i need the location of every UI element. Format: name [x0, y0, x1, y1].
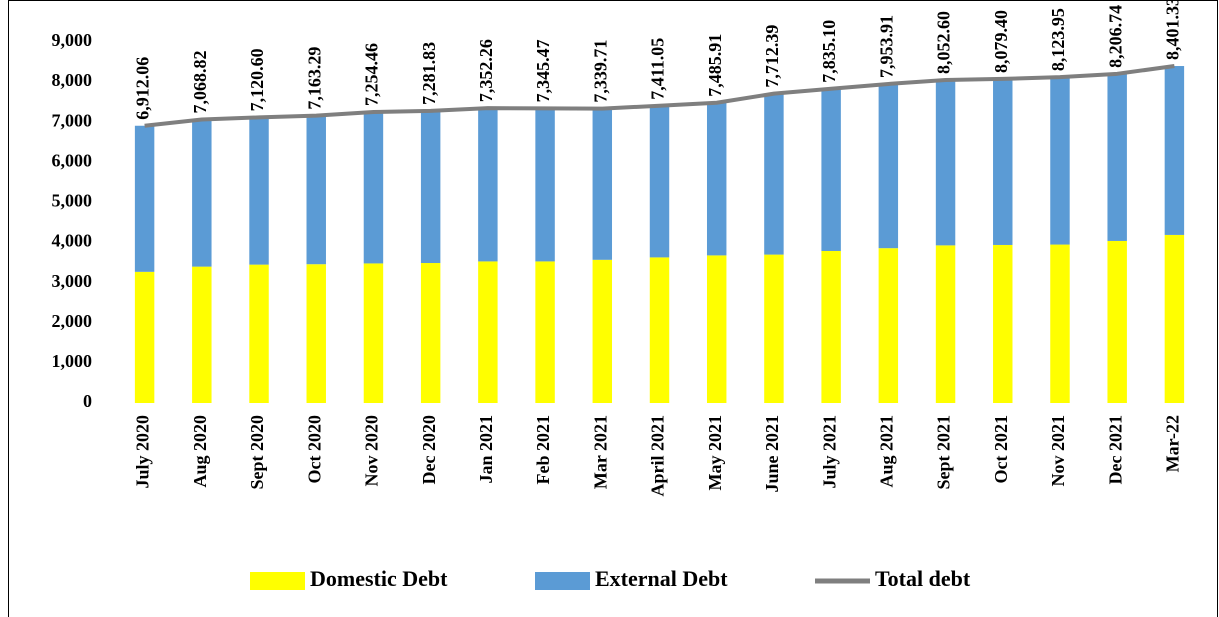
x-tick-label: July 2020 — [133, 415, 153, 489]
y-tick-label: 3,000 — [52, 271, 93, 291]
bar — [764, 93, 784, 255]
bar — [764, 254, 784, 403]
legend-label: External Debt — [595, 566, 728, 591]
x-tick-label: April 2021 — [648, 415, 668, 497]
data-label: 7,281.83 — [419, 42, 439, 105]
bar — [363, 112, 384, 264]
bar — [535, 108, 555, 262]
bar — [249, 117, 269, 265]
bar — [878, 248, 899, 403]
bar — [993, 244, 1013, 403]
bar — [706, 102, 727, 256]
x-tick-label: Dec 2021 — [1105, 415, 1125, 484]
bar — [134, 271, 155, 403]
data-label: 7,339.71 — [590, 40, 610, 103]
data-label: 7,953.91 — [876, 15, 896, 78]
data-label: 8,079.40 — [991, 10, 1011, 73]
y-tick-label: 2,000 — [52, 311, 93, 331]
data-label: 7,485.91 — [705, 34, 725, 97]
x-tick-label: Mar 2021 — [590, 415, 610, 489]
bar — [306, 264, 326, 403]
bar — [249, 264, 269, 403]
bar — [420, 110, 441, 264]
x-tick-label: May 2021 — [705, 415, 725, 491]
bar — [1107, 73, 1127, 241]
data-label: 7,163.29 — [304, 47, 324, 110]
bar — [706, 255, 727, 403]
data-label: 7,120.60 — [247, 48, 267, 111]
x-tick-label: Dec 2020 — [419, 415, 439, 484]
bar — [478, 108, 498, 262]
bar — [192, 119, 212, 267]
y-tick-label: 8,000 — [52, 70, 93, 90]
x-tick-label: Oct 2021 — [991, 415, 1011, 483]
bar — [1164, 66, 1185, 235]
x-tick-label: Mar-22 — [1163, 415, 1183, 472]
legend-label: Domestic Debt — [310, 566, 448, 591]
data-label: 7,345.47 — [533, 39, 553, 102]
legend-swatch — [250, 572, 305, 590]
x-tick-label: Feb 2021 — [533, 415, 553, 485]
bar — [1050, 77, 1070, 245]
data-label: 7,712.39 — [762, 25, 782, 88]
bar — [592, 259, 613, 403]
data-label: 7,068.82 — [190, 50, 210, 113]
line — [144, 64, 1175, 128]
x-tick-label: June 2021 — [762, 415, 782, 493]
data-label: 8,206.74 — [1105, 5, 1125, 68]
x-tick-label: Jan 2021 — [476, 415, 496, 484]
x-tick-label: July 2021 — [819, 415, 839, 489]
data-label: 7,352.26 — [476, 39, 496, 102]
data-label: 8,052.60 — [934, 11, 954, 74]
x-tick-label: Oct 2020 — [304, 415, 324, 483]
bar — [363, 263, 384, 403]
bar — [592, 108, 613, 260]
x-tick-label: Nov 2020 — [362, 415, 382, 487]
x-tick-label: Nov 2021 — [1048, 415, 1068, 487]
bar — [1164, 234, 1185, 403]
bar — [821, 250, 841, 403]
bar — [134, 125, 155, 272]
data-label: 7,411.05 — [648, 38, 668, 100]
bar — [993, 78, 1013, 245]
bar — [535, 261, 555, 403]
legend-swatch — [535, 572, 590, 590]
bar — [935, 245, 956, 403]
data-label: 7,254.46 — [362, 43, 382, 106]
bar — [1107, 240, 1127, 403]
bar — [649, 105, 670, 258]
y-tick-label: 9,000 — [52, 30, 93, 50]
bar — [935, 79, 956, 246]
data-label: 6,912.06 — [133, 57, 153, 120]
y-tick-label: 7,000 — [52, 110, 93, 130]
bar — [1050, 244, 1070, 403]
y-tick-label: 6,000 — [52, 150, 93, 170]
y-tick-label: 5,000 — [52, 191, 93, 211]
y-tick-label: 4,000 — [52, 231, 93, 251]
x-tick-label: Aug 2021 — [876, 415, 896, 488]
y-tick-label: 1,000 — [52, 351, 93, 371]
x-tick-label: Sept 2021 — [934, 415, 954, 490]
bar — [420, 263, 441, 403]
bar — [306, 115, 326, 265]
x-tick-label: Aug 2020 — [190, 415, 210, 488]
bar — [649, 257, 670, 403]
bar — [821, 88, 841, 251]
data-label: 8,401.33 — [1163, 0, 1183, 60]
bar — [878, 83, 899, 249]
x-tick-label: Sept 2020 — [247, 415, 267, 490]
bar — [192, 266, 212, 403]
data-label: 7,835.10 — [819, 20, 839, 83]
data-label: 8,123.95 — [1048, 8, 1068, 71]
y-tick-label: 0 — [83, 391, 92, 411]
bar — [478, 261, 498, 403]
frame — [8, 0, 1218, 617]
legend-label: Total debt — [875, 566, 971, 591]
